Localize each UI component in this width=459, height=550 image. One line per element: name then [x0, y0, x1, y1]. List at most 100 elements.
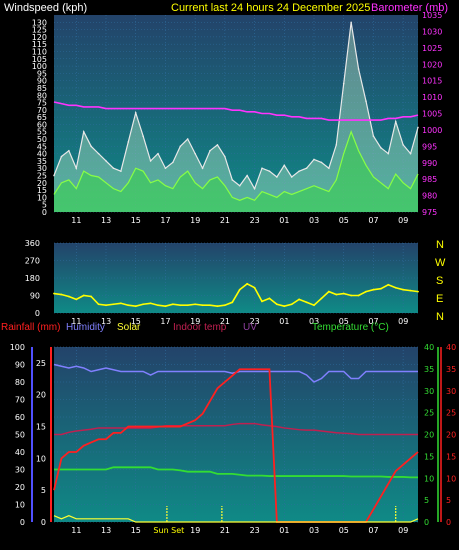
y-tick-label-direction: 360 — [25, 239, 40, 248]
y-tick-label-temperature: 5 — [424, 496, 429, 505]
y-tick-label-barometer: 1000 — [422, 126, 442, 135]
wind-direction-point — [53, 292, 55, 295]
x-tick-label: 07 — [368, 317, 378, 326]
windspeed-point — [320, 161, 323, 164]
y-tick-label-humidity: 70 — [15, 396, 25, 405]
legend-rainfall: Rainfall (mm) — [1, 322, 60, 333]
windspeed-point — [276, 176, 278, 178]
x-tick-label: 23 — [250, 216, 260, 225]
wind-direction-point — [209, 304, 211, 307]
x-tick-label: 23 — [250, 317, 260, 326]
compass-n-top: N — [436, 239, 444, 251]
y-tick-label-barometer: 1030 — [422, 27, 442, 36]
windspeed-point — [82, 130, 85, 133]
x-tick-label: 01 — [279, 526, 289, 535]
y-tick-label-direction: 270 — [25, 257, 40, 266]
windspeed-point — [149, 160, 152, 162]
x-tick-label: 23 — [250, 526, 260, 535]
x-tick-label: 05 — [339, 317, 349, 326]
compass-n-bottom: N — [436, 311, 444, 323]
wind-direction-point — [261, 300, 263, 303]
y-tick-label-temperature: 30 — [424, 387, 434, 396]
y-tick-label-windspeed: 55 — [37, 128, 47, 137]
windspeed-point — [53, 174, 55, 177]
wind-direction-point — [142, 303, 145, 306]
y-tick-label-windspeed: 90 — [37, 77, 47, 86]
wind-direction-point — [290, 303, 293, 306]
windspeed-point — [97, 152, 100, 155]
wind-direction-point — [67, 295, 70, 298]
solar-line — [53, 514, 419, 523]
y-tick-label-rainfall: 15 — [36, 423, 46, 432]
windspeed-point — [238, 184, 241, 187]
windspeed-point — [157, 152, 159, 155]
windspeed-point — [268, 170, 271, 172]
windspeed-point — [372, 135, 375, 137]
x-tick-label: 09 — [398, 216, 408, 225]
y-tick-label-indoor-temp: 35 — [446, 365, 456, 374]
windspeed-point — [328, 167, 330, 170]
windspeed-point — [164, 167, 167, 170]
wind-direction-point — [350, 294, 353, 297]
windspeed-point — [75, 167, 78, 170]
wind-direction-point — [298, 298, 301, 301]
x-tick-label: 13 — [101, 216, 111, 225]
wind-direction-point — [275, 303, 278, 306]
y-tick-label-temperature: 10 — [424, 474, 434, 483]
y-tick-label-rainfall: 25 — [36, 359, 46, 368]
y-tick-label-windspeed: 5 — [42, 201, 47, 210]
wind-direction-point — [335, 293, 338, 296]
y-tick-label-windspeed: 75 — [37, 99, 47, 108]
wind-direction-point — [238, 288, 241, 291]
windspeed-point — [60, 155, 63, 158]
windspeed-point — [253, 187, 256, 190]
y-tick-label-windspeed: 30 — [37, 164, 47, 173]
wind-panel-background — [54, 15, 418, 212]
y-tick-label-temperature: 25 — [424, 409, 434, 418]
wind-direction-point — [409, 289, 412, 292]
y-tick-label-windspeed: 110 — [32, 47, 47, 56]
windspeed-point — [134, 111, 137, 114]
y-tick-label-windspeed: 125 — [32, 26, 47, 35]
wind-direction-point — [127, 304, 130, 307]
windspeed-point — [105, 160, 107, 162]
windspeed-line — [53, 22, 419, 191]
x-tick-label: 07 — [368, 526, 378, 535]
x-tick-label: 17 — [160, 317, 170, 326]
windspeed-point — [186, 138, 189, 140]
y-tick-label-rainfall: 20 — [36, 391, 46, 400]
wind-direction-point — [119, 302, 122, 305]
direction-panel-plot — [53, 282, 419, 308]
header-barometer-label: Barometer (mb) — [371, 2, 448, 14]
x-tick-label: 03 — [309, 526, 319, 535]
wind-direction-point — [394, 286, 397, 289]
wind-direction-point — [134, 305, 137, 308]
wind-direction-point — [372, 288, 375, 291]
windspeed-point — [112, 167, 115, 170]
wind-direction-point — [97, 303, 100, 306]
wind-direction-point — [231, 301, 234, 304]
windspeed-point — [201, 167, 204, 170]
wind-direction-point — [105, 304, 107, 307]
wind-direction-point — [149, 302, 152, 305]
y-tick-label-rainfall: 5 — [41, 486, 46, 495]
x-tick-label: 19 — [190, 526, 200, 535]
wind-direction-point — [90, 295, 93, 298]
wind-direction-point — [216, 305, 219, 308]
compass-e: E — [436, 293, 443, 305]
y-tick-label-humidity: 10 — [15, 501, 25, 510]
windspeed-point — [380, 146, 382, 149]
wind-direction-point — [253, 286, 256, 289]
wind-direction-point — [171, 303, 174, 306]
wind-panel-grid — [54, 15, 418, 213]
climate-panel-plot — [53, 363, 419, 523]
windspeed-point — [313, 158, 315, 161]
x-tick-label: 07 — [368, 216, 378, 225]
windspeed-point — [357, 68, 360, 70]
wind-direction-point — [387, 283, 390, 286]
y-tick-label-barometer: 975 — [422, 208, 437, 217]
windspeed-point — [194, 152, 196, 155]
y-tick-label-barometer: 1005 — [422, 110, 442, 119]
wind-direction-point — [82, 294, 85, 297]
